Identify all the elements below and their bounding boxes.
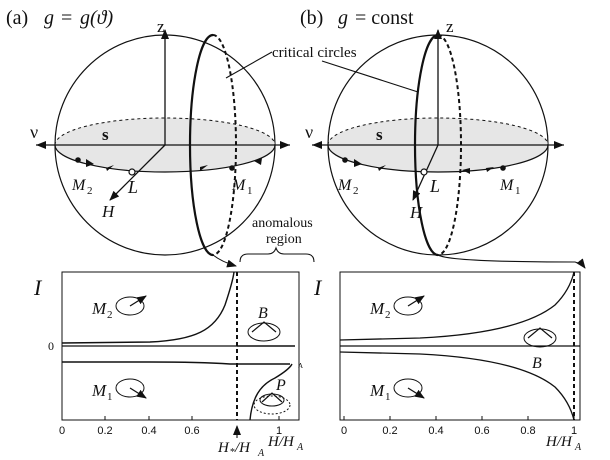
plot-b-m2-sub: 2 — [385, 309, 391, 321]
sphere-b-m1-point — [500, 165, 506, 171]
sphere-b-nu-arrow-right — [554, 141, 564, 149]
plot-a-m2-sub: 2 — [107, 309, 113, 321]
plot-a-xlabel: H/H — [267, 434, 295, 450]
plot-b: I M 2 M 1 B 0 0.2 0.4 — [313, 272, 582, 453]
plot-a-m1-curve — [62, 362, 290, 364]
sphere-a-l-point — [129, 169, 135, 175]
sphere-b-z-label: z — [446, 17, 454, 36]
plot-b-m1-sub: 1 — [385, 391, 391, 403]
plot-b-b-label: B — [532, 355, 542, 372]
sphere-a-z-label: z — [157, 17, 165, 36]
plot-a-b-label: B — [258, 305, 268, 322]
plot-a-m1-sub: 1 — [107, 391, 113, 403]
sphere-a-plane-front-fill — [55, 145, 275, 172]
plot-a-zero-label: 0 — [48, 339, 54, 353]
panel-b-g: g — [338, 7, 348, 29]
panel-a-title: (a) g = g(ϑ) — [6, 7, 113, 29]
plot-b-xlabel-sub: A — [574, 442, 582, 453]
anomalous-label-line2: region — [266, 232, 302, 247]
plot-b-xtick: 0.2 — [382, 425, 397, 437]
plot-a-xtick: 0.4 — [141, 425, 156, 437]
sphere-a-l-label: L — [127, 177, 138, 197]
plot-b-xtick: 1 — [571, 425, 577, 437]
sphere-a-nu-arrow-left — [36, 141, 46, 149]
sphere-b-m2-label: M — [337, 177, 353, 194]
plot-b-b-orbit-icon — [524, 328, 556, 347]
connector-a — [213, 255, 236, 266]
plot-a-hstar-h: H — [217, 440, 230, 456]
plot-b-m2-label: M — [369, 299, 385, 318]
sphere-b-nu-label: ν — [305, 122, 313, 142]
plot-b-i-label: I — [313, 275, 323, 300]
sphere-a-nu-label: ν — [30, 122, 38, 142]
plot-a-hstar-slash: /H — [234, 440, 251, 456]
plot-a-i-label: I — [33, 275, 43, 300]
sphere-a-m2-point — [75, 157, 81, 163]
connector-b — [438, 255, 585, 268]
panel-a-eq: = — [56, 7, 77, 29]
plot-a-x-ticks: 0 0.2 0.4 0.6 1 — [59, 416, 282, 437]
panel-a-label: (a) — [6, 7, 28, 29]
sphere-a-s-label: s — [102, 125, 109, 144]
plot-a-m2-label: M — [91, 299, 107, 318]
panel-b-title: (b) g = const — [300, 7, 414, 29]
sphere-b-l-point — [421, 169, 427, 175]
plot-b-m1-label: M — [369, 381, 385, 400]
plot-a-m1-orbit-icon — [116, 379, 146, 398]
plot-a-p-label: P — [275, 377, 286, 394]
sphere-a-nu-arrow-right — [280, 141, 290, 149]
plot-a-p-orbit-icon — [254, 393, 290, 414]
panel-b-eq: = const — [350, 7, 414, 29]
sphere-b-m2-sub: 2 — [353, 185, 359, 197]
plot-b-xlabel: H/H — [545, 434, 573, 450]
sphere-b-m1-sub: 1 — [515, 185, 521, 197]
plot-b-xtick: 0.6 — [474, 425, 489, 437]
sphere-b-nu-arrow-left — [312, 141, 322, 149]
plot-a: I 0 M 2 M 1 B A — [33, 272, 304, 459]
sphere-a: z ν s H L M 2 M 1 — [30, 17, 290, 255]
plot-a-xtick: 0.6 — [184, 425, 199, 437]
plot-b-xtick: 0.8 — [520, 425, 535, 437]
plot-a-xlabel-sub: A — [296, 442, 304, 453]
plot-a-m2-curve — [62, 272, 234, 343]
plot-a-b-orbit-icon — [248, 322, 280, 341]
sphere-a-m1-point — [229, 165, 235, 171]
plot-a-xtick: 0 — [59, 425, 65, 437]
anomalous-label-line1: anomalous — [252, 216, 313, 231]
sphere-a-m1-sub: 1 — [247, 185, 253, 197]
plot-b-m1-orbit-icon — [394, 379, 424, 398]
critical-circles-label: critical circles — [272, 45, 357, 61]
plot-b-m2-orbit-icon — [394, 296, 424, 315]
sphere-a-h-label: H — [101, 202, 116, 221]
plot-a-m2-orbit-icon — [116, 296, 146, 315]
sphere-b-m1-label: M — [499, 177, 515, 194]
plot-b-xtick: 0.4 — [428, 425, 443, 437]
sphere-a-m2-sub: 2 — [87, 185, 93, 197]
plot-a-a-label: A — [298, 362, 303, 370]
plot-b-xtick: 0 — [341, 425, 347, 437]
anomalous-brace — [240, 248, 314, 262]
sphere-b-l-label: L — [429, 176, 440, 196]
panel-a-g-theta: g(ϑ) — [80, 7, 113, 29]
plot-a-m1-label: M — [91, 381, 107, 400]
panel-b-label: (b) — [300, 7, 323, 29]
panel-a-g: g — [44, 7, 54, 29]
sphere-a-m2-label: M — [71, 177, 87, 194]
sphere-b-s-label: s — [376, 125, 383, 144]
plot-a-hstar-sub2: A — [257, 448, 265, 459]
sphere-b-plane-front-fill — [328, 145, 548, 172]
critical-circles-pointer-b — [322, 61, 418, 92]
plot-b-x-ticks: 0 0.2 0.4 0.6 0.8 1 — [341, 416, 577, 437]
sphere-b-m2-point — [342, 157, 348, 163]
plot-a-xtick: 0.2 — [97, 425, 112, 437]
